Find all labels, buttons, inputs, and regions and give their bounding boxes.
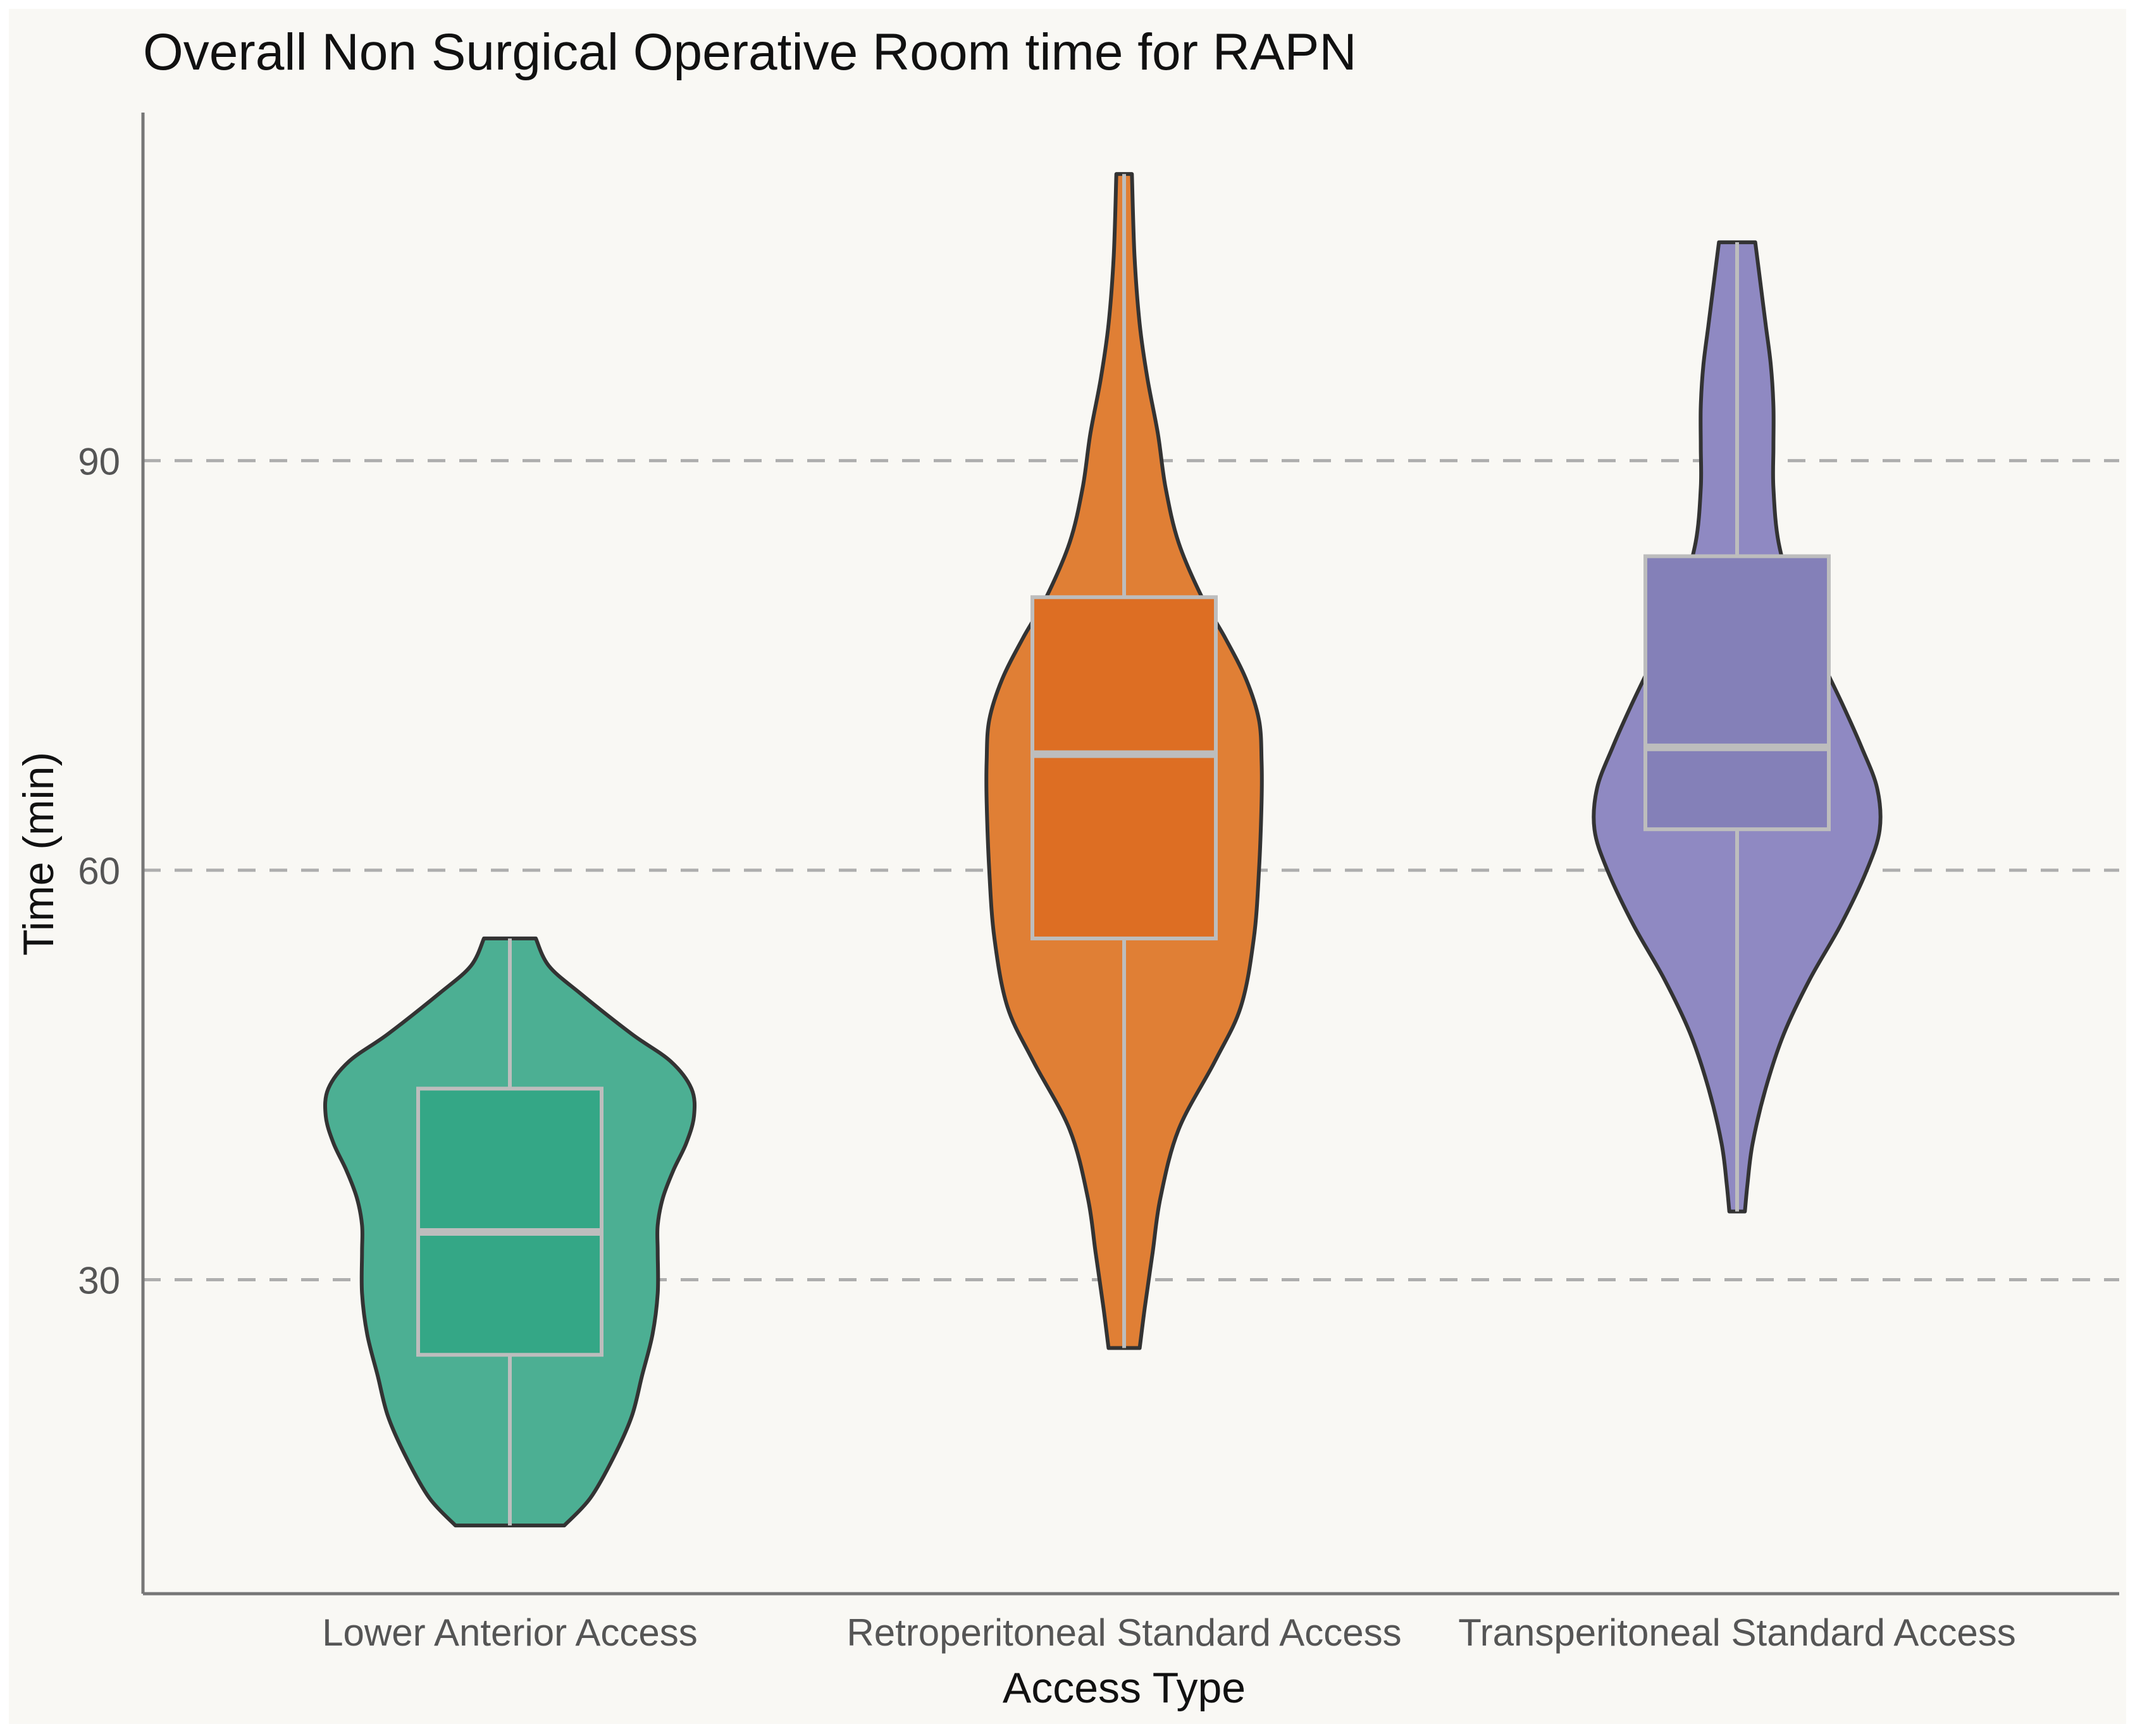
y-axis-label: Time (min) <box>15 752 63 956</box>
iqr-box-1 <box>416 1087 603 1357</box>
y-tick-label-30: 30 <box>78 1260 120 1302</box>
y-tick-label-60: 60 <box>78 850 120 892</box>
x-tick-label-3: Transperitoneal Standard Access <box>1458 1611 2016 1654</box>
box-layer <box>416 174 1831 1526</box>
chart-title: Overall Non Surgical Operative Room time… <box>143 23 1357 81</box>
axis-layer: 30 60 90 Lower Anterior Access Retroperitone… <box>78 113 2119 1654</box>
iqr-box-2 <box>1030 595 1218 940</box>
iqr-box-3 <box>1643 554 1831 832</box>
x-tick-label-1: Lower Anterior Access <box>322 1611 698 1654</box>
x-axis-label: Access Type <box>1003 1664 1246 1712</box>
x-tick-label-2: Retroperitoneal Standard Access <box>846 1611 1401 1654</box>
y-tick-label-90: 90 <box>78 440 120 483</box>
